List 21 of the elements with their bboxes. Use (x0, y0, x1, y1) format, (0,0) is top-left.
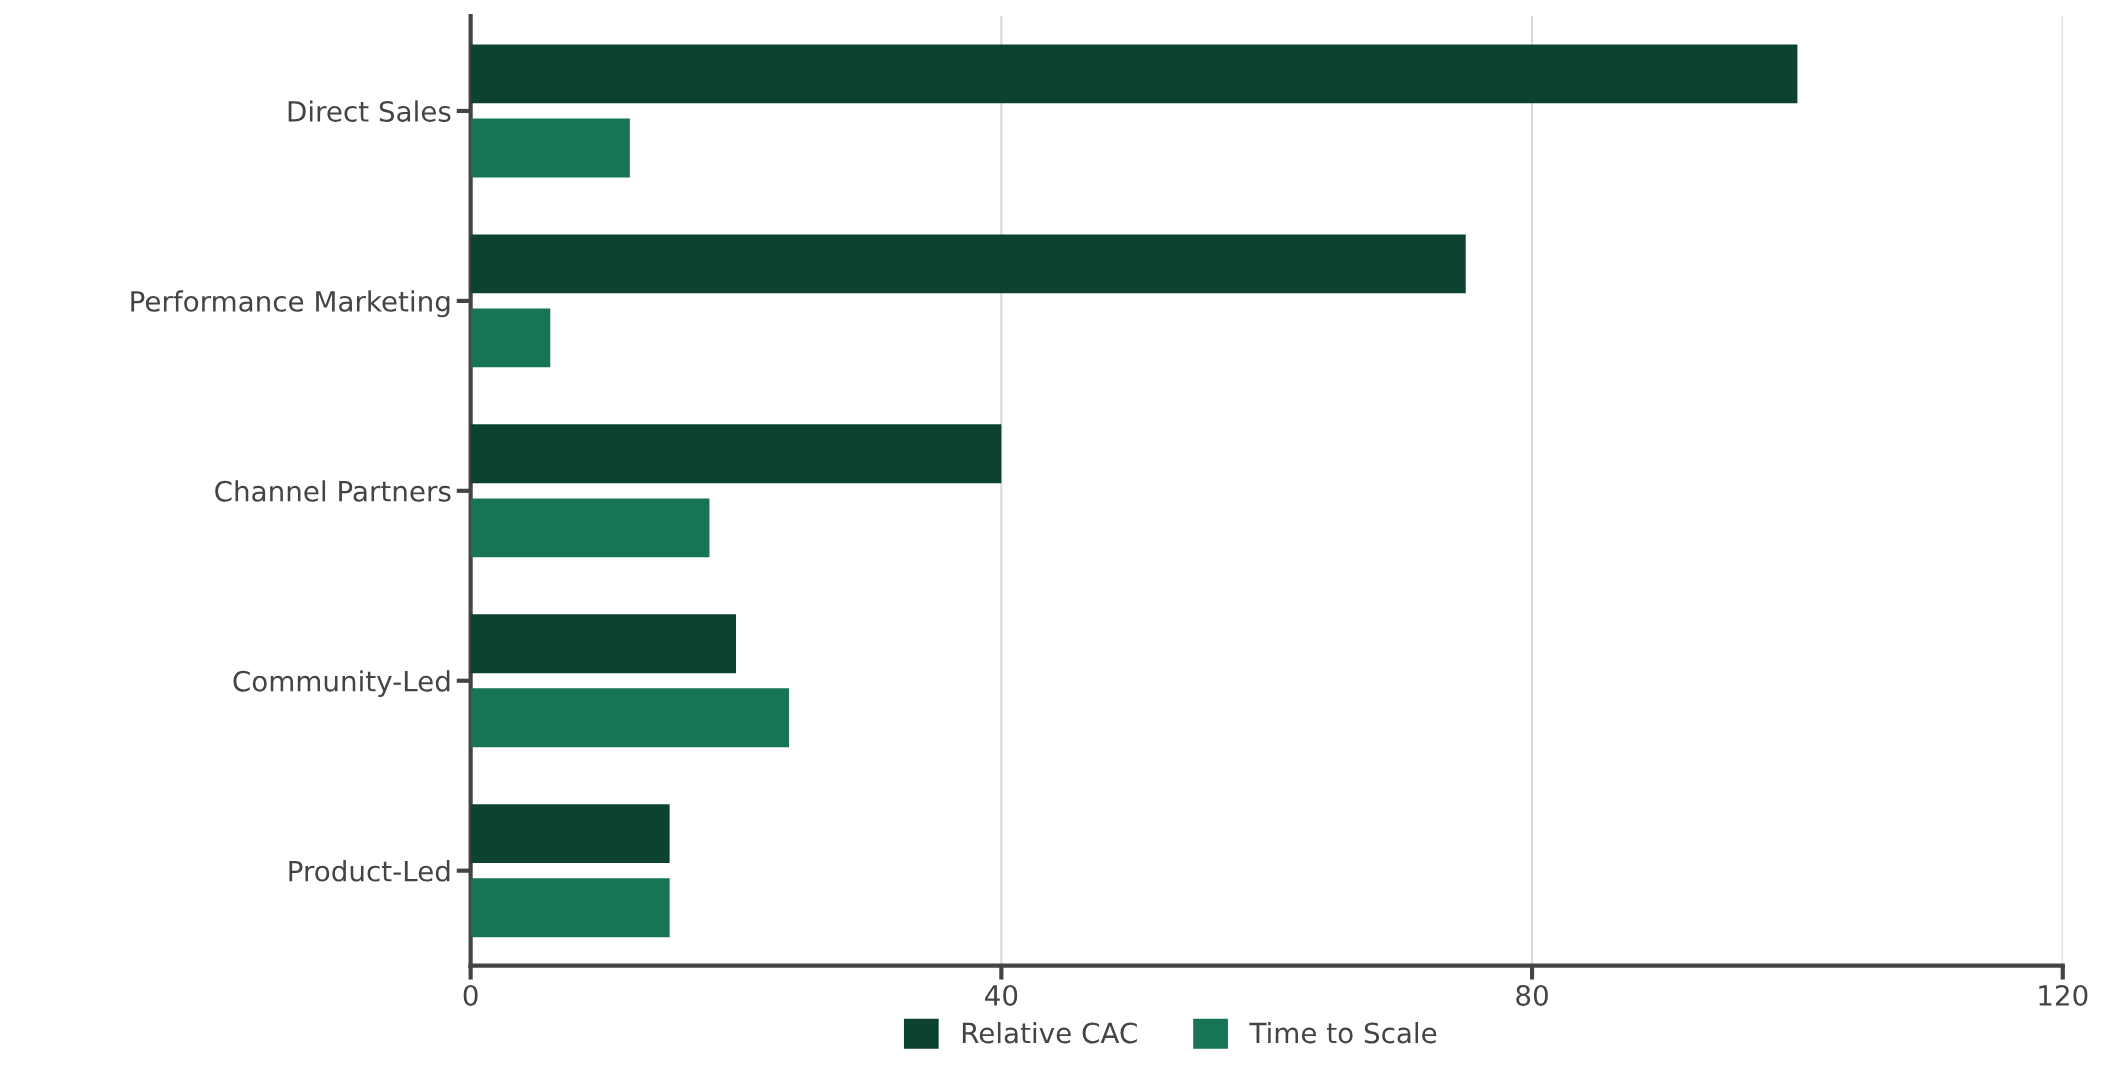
bar (470, 424, 1002, 484)
x-tick-label: 0 (463, 984, 478, 1006)
x-tick-label: 120 (2039, 984, 2088, 1006)
y-tick-label: Product-Led (289, 860, 450, 882)
bar (470, 118, 630, 178)
bar (470, 498, 710, 558)
bar (470, 688, 790, 748)
legend-label: Relative CAC (962, 1021, 1137, 1044)
bar (470, 234, 1466, 294)
y-tick-label: Community-Led (233, 670, 450, 698)
x-tick-label: 40 (985, 984, 1018, 1006)
bar (470, 804, 670, 864)
legend-label: Time to Scale (1249, 1021, 1437, 1044)
bar (470, 44, 1798, 104)
bar (470, 614, 736, 674)
bar (470, 878, 670, 938)
x-tick-label: 80 (1516, 984, 1548, 1006)
bar (470, 308, 551, 368)
y-tick-label: Channel Partners (215, 480, 451, 502)
y-tick-label: Direct Sales (288, 100, 451, 122)
y-tick-label: Performance Marketing (131, 290, 450, 318)
